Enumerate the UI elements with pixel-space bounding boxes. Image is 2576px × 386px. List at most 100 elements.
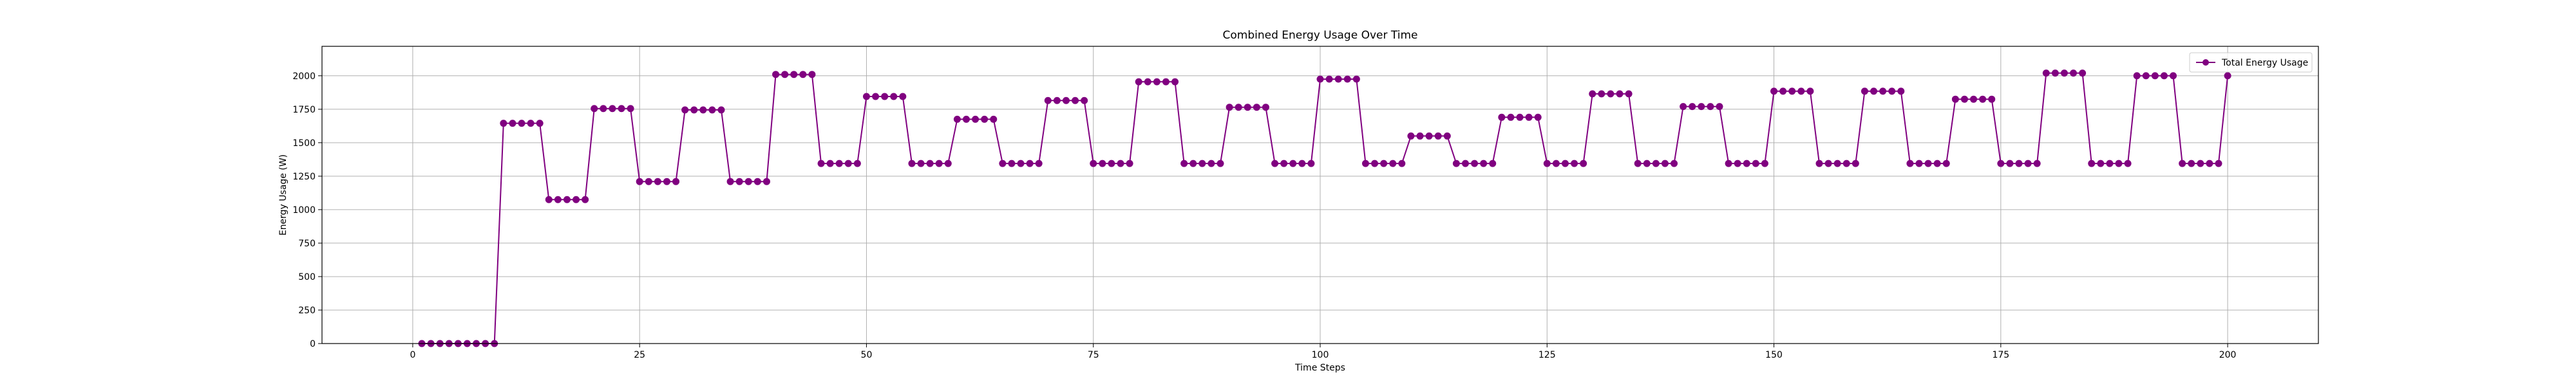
data-point	[1398, 160, 1406, 167]
data-point	[2015, 160, 2023, 167]
y-tick-label: 1250	[292, 172, 316, 182]
data-point	[1698, 103, 1705, 111]
data-point	[2060, 69, 2068, 77]
data-point	[1235, 104, 1242, 111]
data-point	[1770, 87, 1778, 95]
data-point	[944, 160, 952, 167]
data-point	[1842, 160, 1850, 167]
legend-box	[2189, 52, 2313, 73]
y-tick-label: 750	[298, 239, 316, 249]
data-point	[917, 160, 925, 167]
data-point	[772, 71, 780, 78]
data-point	[1425, 132, 1433, 140]
data-point	[1734, 160, 1741, 167]
data-point	[1525, 113, 1533, 121]
data-point	[1616, 90, 1624, 98]
data-point	[1461, 160, 1469, 167]
data-point	[636, 178, 643, 185]
data-point	[2188, 160, 2195, 167]
data-point	[1743, 160, 1750, 167]
data-point	[1489, 160, 1497, 167]
data-point	[872, 93, 880, 100]
data-point	[545, 196, 553, 203]
data-point	[1634, 160, 1642, 167]
data-point	[563, 196, 571, 203]
data-point	[1217, 160, 1224, 167]
data-point	[2070, 69, 2078, 77]
data-point	[2024, 160, 2032, 167]
data-point	[1434, 132, 1442, 140]
data-point	[1716, 103, 1723, 111]
data-point	[908, 160, 916, 167]
data-point	[1380, 160, 1388, 167]
data-point	[1325, 75, 1333, 83]
data-point	[1806, 87, 1814, 95]
data-point	[1879, 87, 1887, 95]
legend: Total Energy Usage	[2189, 52, 2313, 73]
data-point	[972, 115, 980, 123]
data-point	[1942, 160, 1950, 167]
data-point	[600, 105, 607, 113]
data-point	[853, 160, 861, 167]
data-point	[1571, 160, 1578, 167]
data-point	[1607, 90, 1615, 98]
data-point	[1099, 160, 1106, 167]
data-point	[1171, 78, 1179, 86]
data-point	[1752, 160, 1759, 167]
data-point	[1552, 160, 1560, 167]
data-point	[663, 178, 670, 185]
data-point	[708, 106, 716, 114]
data-point	[1888, 87, 1896, 95]
data-point	[1090, 160, 1097, 167]
data-point	[762, 178, 770, 185]
data-point	[1960, 95, 1968, 103]
x-tick-label: 75	[1088, 350, 1099, 360]
data-point	[926, 160, 934, 167]
data-point	[735, 178, 743, 185]
data-point	[1053, 96, 1061, 104]
series-layer	[418, 69, 2231, 347]
data-point	[1416, 132, 1424, 140]
data-point	[1280, 160, 1288, 167]
data-point	[2224, 72, 2231, 80]
data-point	[1680, 103, 1687, 111]
data-point	[1480, 160, 1488, 167]
data-point	[681, 106, 689, 114]
data-point	[1951, 95, 1959, 103]
x-tick-label: 150	[1765, 350, 1783, 360]
data-point	[1108, 160, 1115, 167]
y-tick-label: 1750	[292, 105, 316, 115]
data-point	[1271, 160, 1279, 167]
data-point	[1652, 160, 1660, 167]
data-point	[654, 178, 661, 185]
data-point	[862, 93, 870, 100]
data-point	[1471, 160, 1479, 167]
data-point	[1861, 87, 1868, 95]
data-point	[1815, 160, 1823, 167]
data-point	[2160, 72, 2168, 80]
data-point	[582, 196, 589, 203]
data-point	[799, 71, 807, 78]
data-point	[2133, 72, 2141, 80]
data-point	[1625, 90, 1633, 98]
data-point	[1062, 96, 1070, 104]
data-point	[1534, 113, 1542, 121]
data-point	[1788, 87, 1796, 95]
data-point	[699, 106, 707, 114]
data-point	[1343, 75, 1351, 83]
data-point	[509, 120, 516, 127]
data-point	[717, 106, 725, 114]
data-point	[2197, 160, 2204, 167]
data-point	[1361, 160, 1369, 167]
data-point	[1389, 160, 1397, 167]
data-point	[609, 105, 616, 113]
data-point	[1761, 160, 1768, 167]
data-point	[527, 120, 535, 127]
data-point	[1725, 160, 1732, 167]
data-point	[1689, 103, 1696, 111]
data-point	[808, 71, 816, 78]
data-point	[1198, 160, 1206, 167]
data-point	[1797, 87, 1805, 95]
data-point	[591, 105, 598, 113]
